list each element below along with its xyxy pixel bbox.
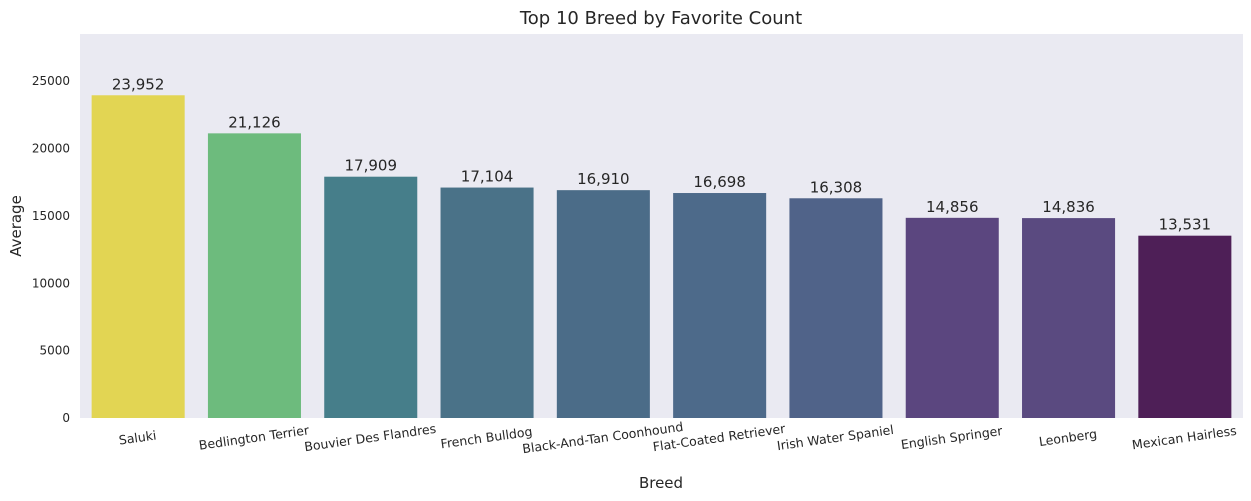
y-tick-label: 25000 [32,74,70,88]
chart-title: Top 10 Breed by Favorite Count [519,8,802,29]
bar-leonberg [1022,218,1116,418]
y-tick-label: 15000 [32,209,70,223]
value-label: 21,126 [228,113,281,131]
bar-mexican-hairless [1138,235,1232,418]
bar-french-bulldog [440,187,534,418]
bar-english-springer [905,217,999,418]
x-tick-label: Leonberg [1038,426,1098,449]
value-label: 16,308 [810,178,863,196]
bar-flat-coated-retriever [673,193,767,418]
bar-saluki [91,95,185,418]
bar-irish-water-spaniel [789,198,883,418]
y-tick-label: 0 [62,411,70,425]
value-label: 17,909 [345,157,398,175]
value-label: 14,836 [1042,198,1095,216]
x-tick-label: Saluki [118,427,157,447]
x-tick-label: Mexican Hairless [1131,423,1237,453]
x-tick-label: Irish Water Spaniel [776,422,895,453]
bars-group [91,95,1232,418]
y-axis-label: Average [7,195,25,257]
x-axis-label: Breed [639,474,683,492]
bar-bouvier-des-flandres [324,176,418,418]
value-labels: 23,952 21,126 17,909 17,104 16,910 16,698 16,3… [112,75,1211,233]
x-tick-label: Bouvier Des Flandres [303,421,437,454]
y-tick-label: 5000 [39,344,70,358]
x-tick-label: English Springer [900,423,1004,452]
value-label: 13,531 [1159,216,1212,234]
value-label: 23,952 [112,75,165,93]
x-tick-label: French Bulldog [440,424,534,452]
value-label: 14,856 [926,198,979,216]
x-tick-label: Bedlington Terrier [198,422,311,452]
bar-black-and-tan-coonhound [556,190,650,418]
y-tick-label: 20000 [32,142,70,156]
value-label: 16,698 [693,173,746,191]
y-tick-label: 10000 [32,276,70,290]
y-axis-ticks: 0 5000 10000 15000 20000 25000 [32,74,70,425]
bar-bedlington-terrier [207,133,301,418]
value-label: 17,104 [461,168,514,186]
value-label: 16,910 [577,170,630,188]
